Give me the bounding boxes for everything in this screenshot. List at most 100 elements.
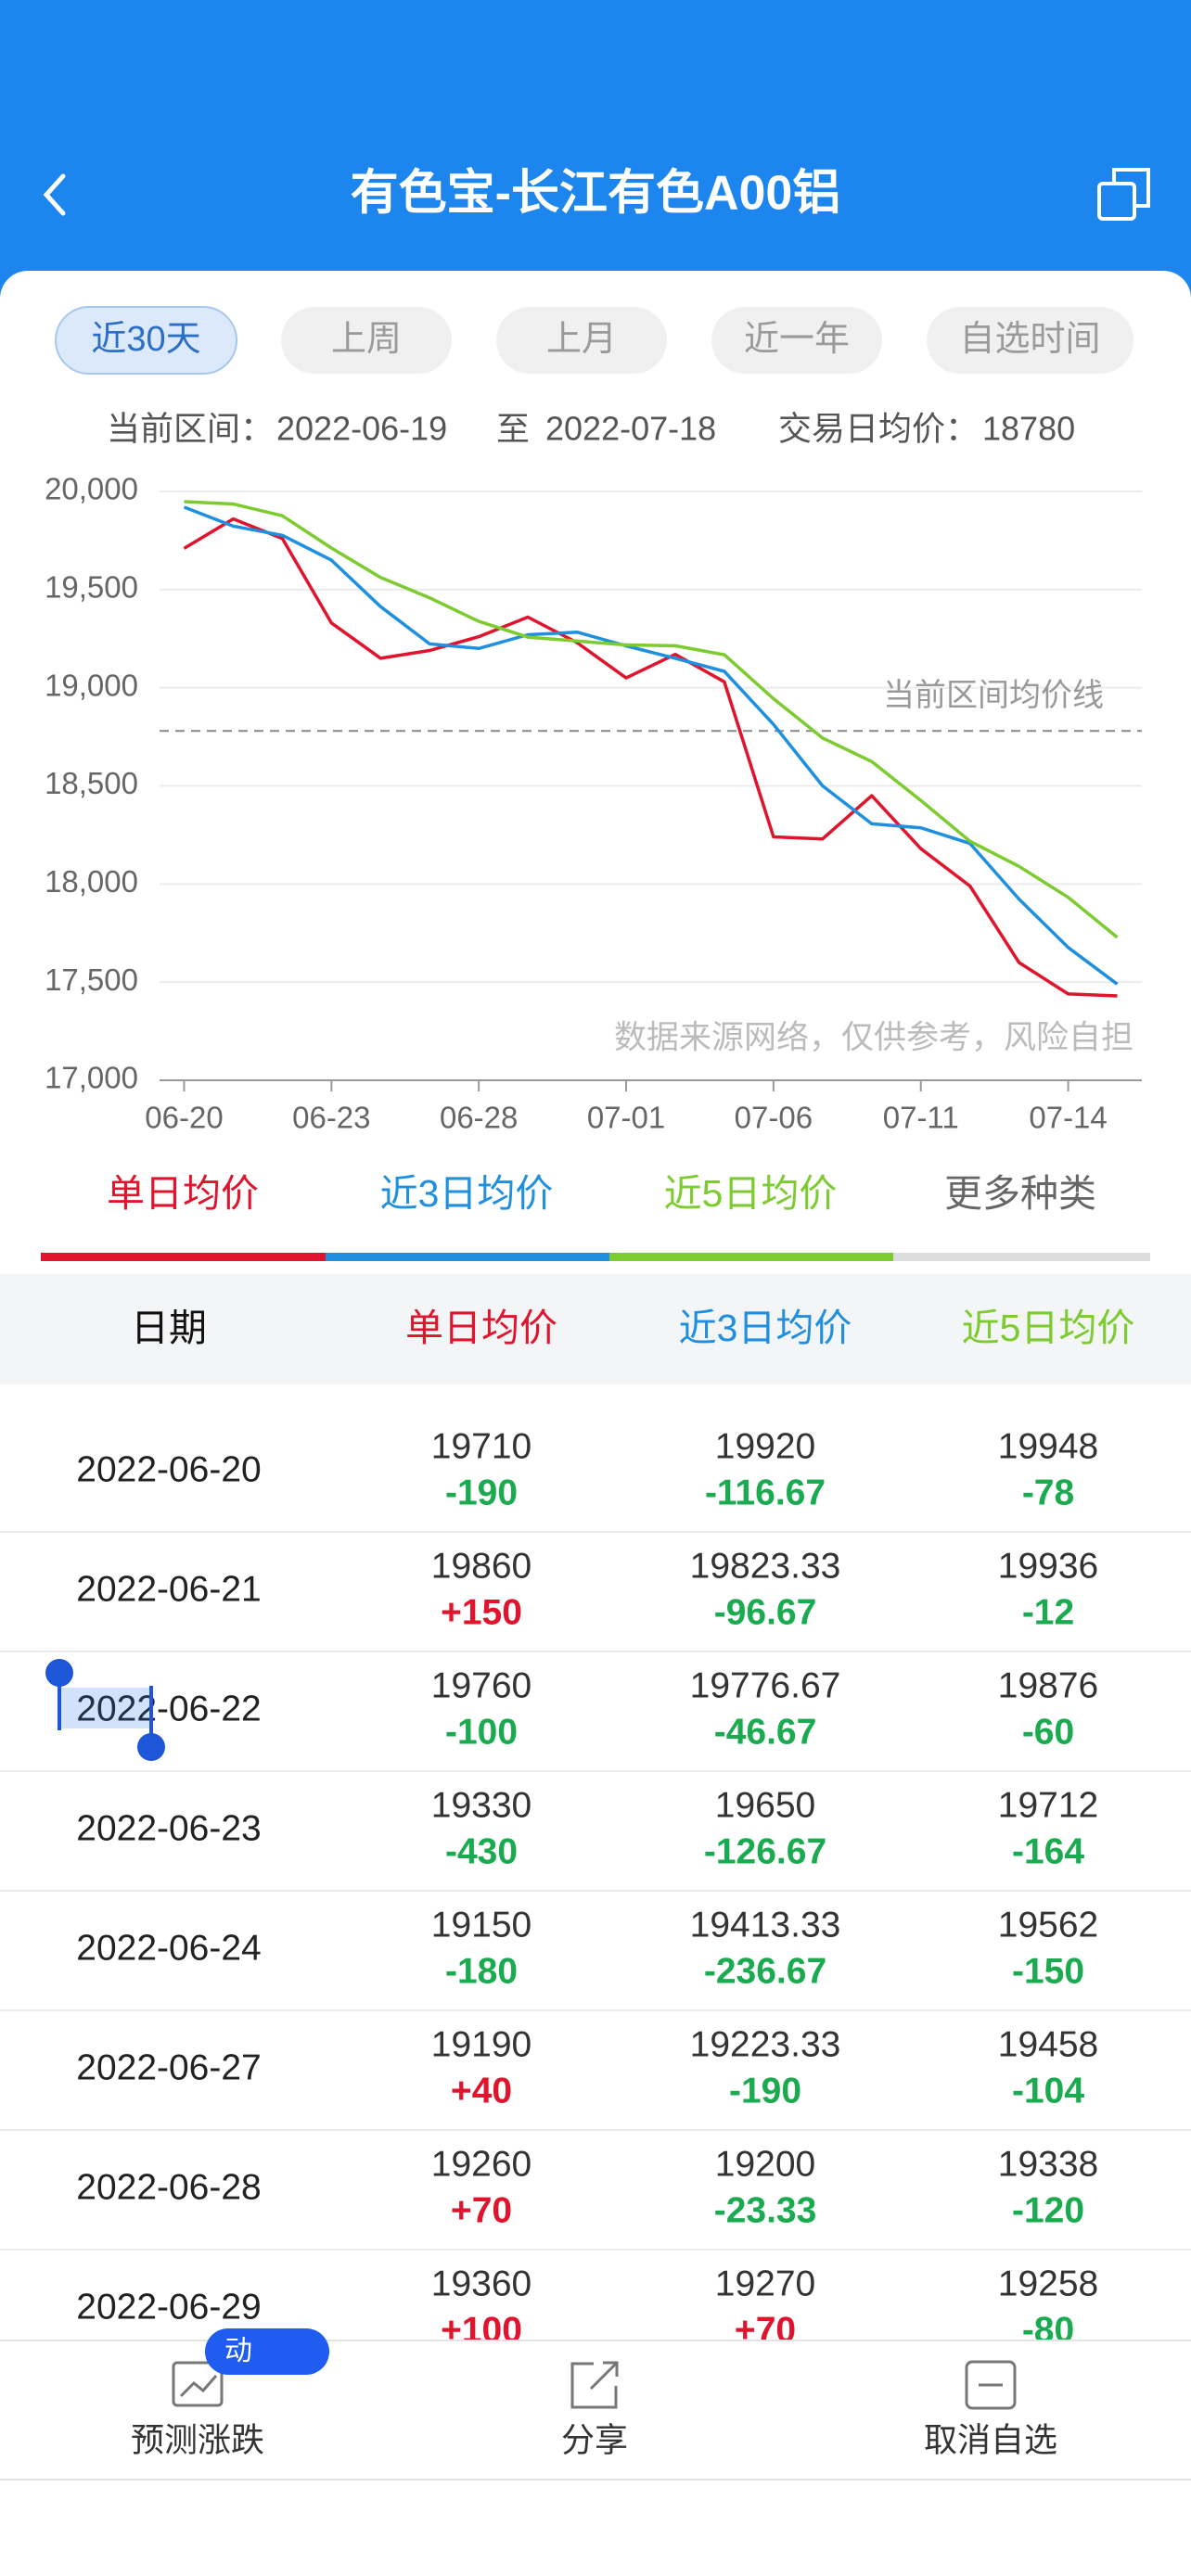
y-tick-label: 18,000 bbox=[45, 864, 138, 899]
bottom-label[interactable]: 分享 bbox=[561, 2421, 628, 2459]
row-date: 2022-06-22 bbox=[76, 1689, 262, 1728]
bottom-label[interactable]: 预测涨跌 bbox=[131, 2421, 264, 2459]
row-value: 19330 bbox=[431, 1785, 531, 1825]
row-change: -60 bbox=[1022, 1712, 1074, 1752]
row-change: -104 bbox=[1012, 2071, 1084, 2111]
tab-pill[interactable] bbox=[55, 306, 237, 375]
row-value: 19760 bbox=[431, 1665, 531, 1705]
series-line bbox=[183, 505, 1119, 986]
row-change: -190 bbox=[729, 2071, 801, 2111]
series-line bbox=[184, 500, 1119, 939]
copy-icon[interactable] bbox=[1097, 168, 1150, 221]
row-date: 2022-06-24 bbox=[76, 1928, 262, 1968]
y-tick-label: 20,000 bbox=[45, 472, 138, 506]
x-tick-label: 07-11 bbox=[883, 1101, 959, 1135]
tab-pill[interactable] bbox=[281, 307, 452, 374]
x-tick-label: 07-14 bbox=[1029, 1101, 1107, 1135]
row-date: 2022-06-27 bbox=[76, 2047, 262, 2087]
x-tick-label: 07-06 bbox=[735, 1101, 813, 1135]
row-value: 19413.33 bbox=[690, 1905, 841, 1945]
x-tick-label: 07-01 bbox=[587, 1101, 665, 1135]
legend-bar bbox=[41, 1253, 326, 1261]
row-change: -430 bbox=[445, 1831, 518, 1871]
x-tick-label: 06-28 bbox=[440, 1101, 518, 1135]
row-change: -46.67 bbox=[714, 1712, 817, 1752]
row-value: 19270 bbox=[715, 2264, 815, 2303]
legend-label[interactable]: 近3日均价 bbox=[380, 1172, 554, 1215]
info-text: 2022-06-19 bbox=[276, 410, 447, 448]
row-value: 19823.33 bbox=[690, 1546, 841, 1586]
row-value: 19360 bbox=[431, 2264, 531, 2303]
tab-pill[interactable] bbox=[496, 307, 667, 374]
info-text: 18780 bbox=[982, 410, 1075, 448]
x-tick-label: 06-20 bbox=[145, 1101, 223, 1135]
tab-pill[interactable] bbox=[927, 307, 1133, 374]
series-line bbox=[183, 516, 1118, 998]
row-change: -116.67 bbox=[705, 1473, 826, 1512]
row-change: -100 bbox=[445, 1712, 518, 1752]
header-bg bbox=[0, 0, 1191, 315]
table-header: 近5日均价 bbox=[962, 1307, 1135, 1349]
legend-label[interactable]: 更多种类 bbox=[944, 1172, 1096, 1215]
info-text: 至 bbox=[496, 410, 530, 448]
table-header: 日期 bbox=[131, 1307, 207, 1349]
row-change: -126.67 bbox=[704, 1831, 826, 1871]
row-value: 19150 bbox=[431, 1905, 531, 1945]
row-change: -164 bbox=[1012, 1831, 1084, 1871]
y-tick-label: 19,000 bbox=[45, 668, 138, 702]
row-change: +40 bbox=[451, 2071, 512, 2111]
table-header: 近3日均价 bbox=[679, 1307, 852, 1349]
tab-label[interactable]: 上月 bbox=[546, 320, 617, 359]
back-button[interactable] bbox=[43, 173, 66, 216]
row-value: 19258 bbox=[998, 2264, 1098, 2303]
legend-bar bbox=[326, 1253, 609, 1261]
icon-cancel[interactable] bbox=[965, 2360, 1017, 2410]
info-text: 交易日均价： bbox=[778, 410, 979, 448]
row-change: +70 bbox=[451, 2190, 512, 2230]
row-value: 19936 bbox=[998, 1546, 1098, 1586]
row-date: 2022-06-28 bbox=[76, 2167, 262, 2207]
tab-label[interactable]: 近30天 bbox=[91, 320, 200, 359]
row-change: -23.33 bbox=[714, 2190, 817, 2230]
legend-label[interactable]: 近5日均价 bbox=[664, 1172, 838, 1215]
legend-bar bbox=[893, 1253, 1150, 1261]
tab-pill[interactable] bbox=[711, 307, 882, 374]
badge-text: 动 bbox=[224, 2336, 252, 2366]
tab-label[interactable]: 上周 bbox=[331, 320, 402, 359]
row-change: -190 bbox=[445, 1473, 518, 1512]
row-value: 19712 bbox=[998, 1785, 1098, 1825]
chart: 17,000 17,500 18,000 18,500 19,000 19,500 20,0… bbox=[45, 472, 1142, 1135]
icon-predict[interactable] bbox=[172, 2361, 224, 2407]
row-change: -78 bbox=[1022, 1473, 1074, 1512]
icon-share[interactable] bbox=[570, 2361, 619, 2409]
tab-label[interactable]: 自选时间 bbox=[959, 320, 1100, 359]
selection-handle bbox=[137, 1733, 165, 1761]
row-value: 19948 bbox=[998, 1426, 1098, 1466]
row-change: -120 bbox=[1012, 2190, 1084, 2230]
info-text: 当前区间： bbox=[107, 410, 274, 448]
y-tick-label: 19,500 bbox=[45, 570, 138, 605]
legend-bar bbox=[609, 1253, 893, 1261]
legend-label[interactable]: 单日均价 bbox=[107, 1172, 259, 1215]
row-value: 19710 bbox=[431, 1426, 531, 1466]
selection-handle bbox=[45, 1659, 73, 1687]
row-value: 19458 bbox=[998, 2024, 1098, 2064]
title: 有色宝-长江有色A00铝 bbox=[351, 167, 841, 221]
row-change: -180 bbox=[445, 1951, 518, 1991]
bottom-bar bbox=[0, 2340, 1191, 2576]
tab-label[interactable]: 近一年 bbox=[744, 320, 850, 359]
text-selection bbox=[59, 1688, 152, 1728]
row-value: 19260 bbox=[431, 2144, 531, 2184]
info-text: 2022-07-18 bbox=[545, 410, 716, 448]
row-value: 19200 bbox=[715, 2144, 815, 2184]
row-change: -12 bbox=[1022, 1592, 1074, 1632]
row-change: -150 bbox=[1012, 1951, 1084, 1991]
bottom-label[interactable]: 取消自选 bbox=[924, 2421, 1057, 2459]
row-date: 2022-06-29 bbox=[76, 2287, 262, 2327]
row-value: 19860 bbox=[431, 1546, 531, 1586]
x-tick-label: 06-23 bbox=[292, 1101, 370, 1135]
row-value: 19338 bbox=[998, 2144, 1098, 2184]
row-change: -96.67 bbox=[714, 1592, 817, 1632]
